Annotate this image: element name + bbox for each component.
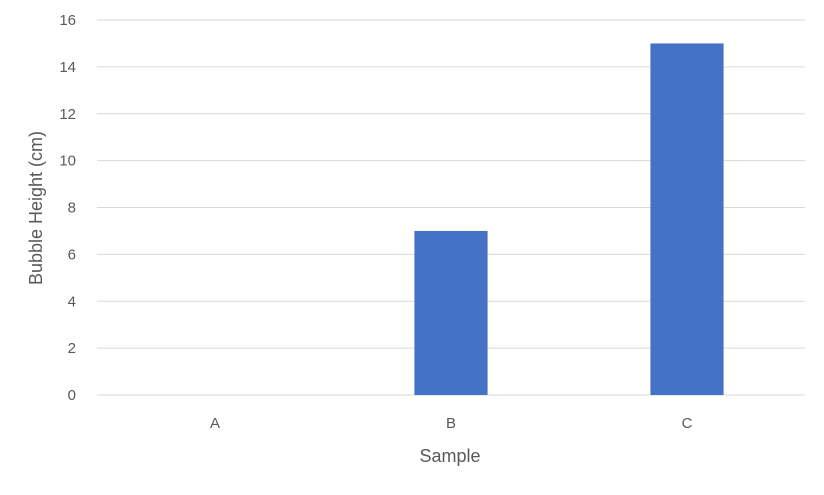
- x-tick-labels: A B C: [210, 415, 693, 432]
- y-tick-label: 8: [68, 200, 76, 217]
- bar-C: [650, 43, 724, 395]
- y-tick-labels: 0 2 4 6 8 10 12 14 16: [59, 12, 76, 404]
- bars: [414, 43, 724, 395]
- y-tick-label: 0: [68, 387, 76, 404]
- y-tick-label: 6: [68, 246, 76, 263]
- x-tick-label: C: [682, 415, 693, 432]
- x-tick-label: A: [210, 415, 220, 432]
- gridlines: [97, 19, 805, 396]
- x-axis-title: Sample: [419, 446, 480, 466]
- y-tick-label: 2: [68, 340, 76, 357]
- y-axis-title: Bubble Height (cm): [26, 131, 46, 285]
- y-tick-label: 12: [59, 106, 76, 123]
- x-tick-label: B: [446, 415, 456, 432]
- bar-B: [414, 230, 488, 395]
- y-tick-label: 14: [59, 59, 76, 76]
- y-tick-label: 10: [59, 153, 76, 170]
- y-tick-label: 16: [59, 12, 76, 29]
- y-tick-label: 4: [68, 293, 76, 310]
